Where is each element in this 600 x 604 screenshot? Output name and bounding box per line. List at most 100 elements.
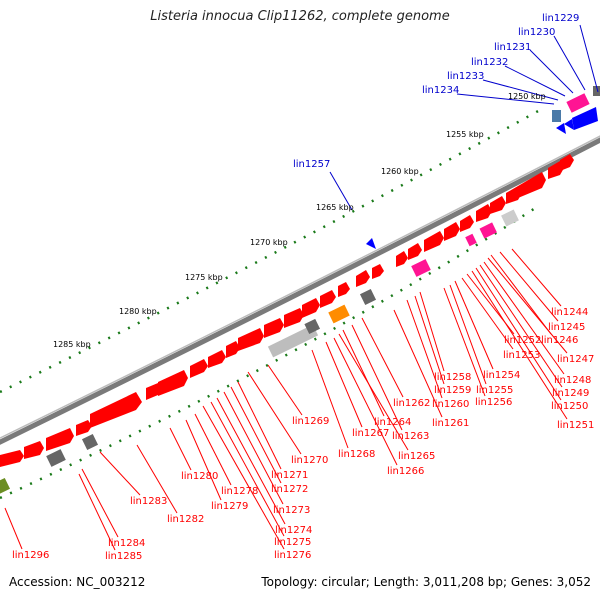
gene-feature[interactable] — [76, 420, 92, 436]
gene-label[interactable]: lin1271 — [271, 470, 308, 481]
reverse-gene-feature[interactable] — [556, 123, 566, 134]
gene-feature[interactable] — [518, 172, 546, 198]
gene-feature[interactable] — [46, 428, 74, 451]
gene-label[interactable]: lin1247 — [557, 354, 594, 365]
gene-feature[interactable] — [0, 450, 24, 467]
gene-feature[interactable] — [408, 243, 422, 260]
trna-feature[interactable] — [552, 110, 561, 122]
gene-label[interactable]: lin1257 — [293, 159, 330, 170]
pseudo-feature[interactable] — [46, 449, 66, 467]
gene-label[interactable]: lin1274 — [275, 525, 312, 536]
callout-line — [169, 427, 192, 471]
gene-feature[interactable] — [208, 350, 226, 368]
gene-label[interactable]: lin1266 — [387, 466, 424, 477]
gene-label[interactable]: lin1280 — [181, 471, 218, 482]
callout-line — [78, 473, 116, 551]
gene-label[interactable]: lin1279 — [211, 501, 248, 512]
gene-label[interactable]: lin1248 — [554, 375, 591, 386]
gene-feature[interactable] — [460, 215, 474, 232]
gene-label[interactable]: lin1284 — [108, 538, 145, 549]
pseudo-feature[interactable] — [81, 433, 99, 451]
gene-feature[interactable] — [356, 270, 370, 287]
pseudo-feature[interactable] — [267, 324, 319, 358]
gene-label[interactable]: lin1264 — [374, 417, 411, 428]
pseudo-feature[interactable] — [359, 288, 377, 306]
rrna-feature[interactable] — [465, 233, 477, 247]
gene-label[interactable]: lin1253 — [503, 350, 540, 361]
reverse-gene-feature[interactable] — [366, 238, 376, 249]
gene-label[interactable]: lin1267 — [352, 428, 389, 439]
gene-label[interactable]: lin1245 — [548, 322, 585, 333]
gene-label[interactable]: lin1296 — [12, 550, 49, 561]
gene-label[interactable]: lin1259 — [434, 385, 471, 396]
gene-label[interactable]: lin1260 — [432, 399, 469, 410]
gene-label[interactable]: lin1251 — [557, 420, 594, 431]
misc-feature[interactable] — [328, 304, 350, 324]
gene-label[interactable]: lin1285 — [105, 551, 142, 562]
gene-label[interactable]: lin1232 — [471, 57, 508, 68]
callout-line — [342, 329, 385, 417]
gene-feature[interactable] — [238, 328, 264, 351]
pseudo-feature[interactable] — [501, 209, 519, 227]
gene-label[interactable]: lin1250 — [551, 401, 588, 412]
gene-label[interactable]: lin1249 — [552, 388, 589, 399]
gene-feature[interactable] — [226, 341, 240, 358]
gene-feature[interactable] — [396, 251, 408, 267]
gene-label[interactable]: lin1262 — [393, 398, 430, 409]
reverse-gene-feature[interactable] — [572, 107, 598, 130]
misc-feature[interactable] — [0, 477, 11, 495]
pseudo-feature[interactable] — [593, 86, 600, 96]
gene-feature[interactable] — [338, 282, 350, 297]
rrna-feature[interactable] — [479, 222, 497, 239]
rrna-feature[interactable] — [411, 259, 431, 277]
gene-feature[interactable] — [320, 290, 336, 308]
gene-label[interactable]: lin1282 — [167, 514, 204, 525]
gene-label[interactable]: lin1268 — [338, 449, 375, 460]
gene-label[interactable]: lin1263 — [392, 431, 429, 442]
gene-label[interactable]: lin1283 — [130, 496, 167, 507]
gene-label[interactable]: lin1233 — [447, 71, 484, 82]
gene-feature[interactable] — [24, 441, 44, 459]
callout-line — [579, 24, 599, 93]
gene-label[interactable]: lin1230 — [518, 27, 555, 38]
gene-label[interactable]: lin1229 — [542, 13, 579, 24]
gene-feature[interactable] — [158, 370, 188, 396]
gene-feature[interactable] — [190, 359, 208, 378]
gene-label[interactable]: lin1270 — [291, 455, 328, 466]
gene-feature[interactable] — [302, 298, 320, 318]
gene-feature[interactable] — [490, 196, 506, 214]
gene-feature[interactable] — [90, 392, 142, 428]
gene-label[interactable]: lin1273 — [273, 505, 310, 516]
reverse-gene-feature[interactable] — [564, 119, 574, 130]
gene-label[interactable]: lin1272 — [271, 484, 308, 495]
gene-label[interactable]: lin1261 — [432, 418, 469, 429]
gene-label[interactable]: lin1269 — [292, 416, 329, 427]
callout-line — [136, 444, 178, 514]
gene-label[interactable]: lin1265 — [398, 451, 435, 462]
callout-line — [311, 349, 349, 449]
gene-label[interactable]: lin1278 — [221, 486, 258, 497]
gene-label[interactable]: lin1234 — [422, 85, 459, 96]
rrna-feature[interactable] — [566, 93, 590, 113]
gene-feature[interactable] — [444, 222, 460, 241]
gene-label[interactable]: lin1231 — [494, 42, 531, 53]
gene-feature[interactable] — [476, 204, 492, 222]
red-gene-labels: lin1244 lin1245 lin1246 lin1247 lin1248 lin12… — [12, 307, 594, 562]
gene-feature[interactable] — [284, 308, 304, 328]
gene-label[interactable]: lin1246 — [541, 335, 578, 346]
genome-backbone-highlight — [0, 135, 600, 439]
callout-line — [361, 317, 404, 398]
gene-label[interactable]: lin1252 — [504, 335, 541, 346]
gene-feature[interactable] — [372, 264, 384, 279]
gene-label[interactable]: lin1275 — [274, 537, 311, 548]
gene-label[interactable]: lin1256 — [475, 397, 512, 408]
gene-label[interactable]: lin1244 — [551, 307, 588, 318]
gene-feature[interactable] — [264, 318, 284, 338]
gene-label[interactable]: lin1255 — [476, 385, 513, 396]
gene-label[interactable]: lin1276 — [274, 550, 311, 561]
pseudo-feature[interactable] — [304, 318, 321, 335]
gene-feature[interactable] — [424, 231, 444, 252]
gene-label[interactable]: lin1254 — [483, 370, 520, 381]
gene-label[interactable]: lin1258 — [434, 372, 471, 383]
gene-feature[interactable] — [560, 154, 574, 171]
